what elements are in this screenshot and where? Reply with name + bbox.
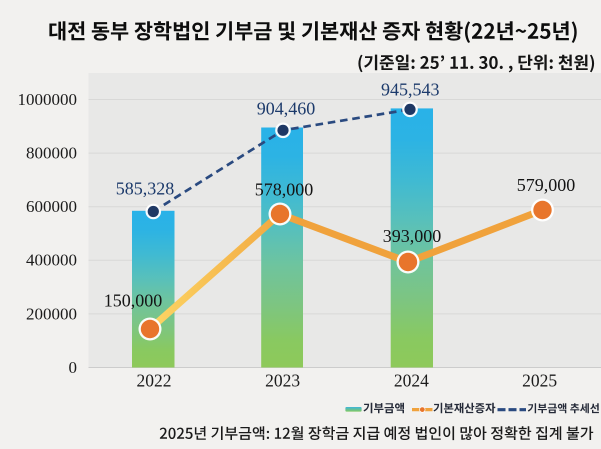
svg-text:578,000: 578,000 xyxy=(255,179,314,199)
svg-text:600000: 600000 xyxy=(26,197,77,216)
svg-text:904,460: 904,460 xyxy=(257,98,316,118)
svg-text:800000: 800000 xyxy=(26,144,77,163)
svg-text:400000: 400000 xyxy=(26,251,77,270)
svg-text:150,000: 150,000 xyxy=(104,290,163,310)
svg-text:585,328: 585,328 xyxy=(116,178,175,198)
svg-text:1000000: 1000000 xyxy=(18,90,78,109)
svg-text:2022: 2022 xyxy=(137,370,172,390)
svg-text:0: 0 xyxy=(69,358,78,377)
svg-text:945,543: 945,543 xyxy=(381,79,440,99)
svg-text:200000: 200000 xyxy=(26,304,77,323)
svg-text:2023: 2023 xyxy=(265,370,300,390)
svg-text:2024: 2024 xyxy=(394,370,429,390)
svg-text:579,000: 579,000 xyxy=(517,175,576,195)
svg-text:393,000: 393,000 xyxy=(383,226,442,246)
svg-text:2025: 2025 xyxy=(522,370,557,390)
